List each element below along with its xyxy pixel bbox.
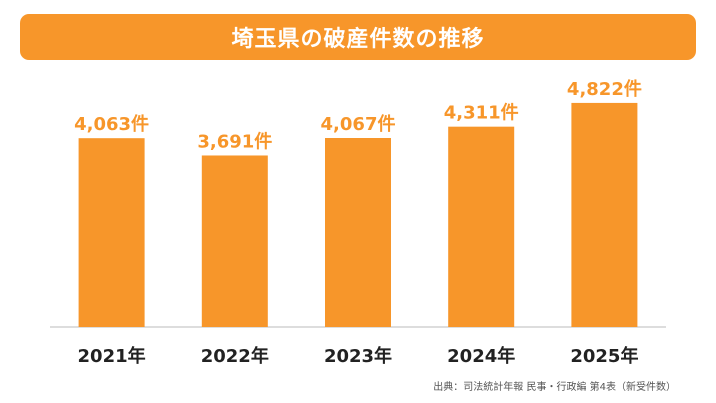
value-label-5: 4,822件	[567, 78, 642, 100]
value-label-3: 4,067件	[321, 113, 396, 135]
category-label-4: 2024年	[447, 345, 515, 367]
value-label-4: 4,311件	[444, 102, 519, 124]
value-label-1: 4,063件	[74, 113, 149, 135]
category-label-2: 2022年	[201, 345, 269, 367]
bar-4	[448, 126, 515, 328]
category-label-5: 2025年	[570, 345, 638, 367]
bar-5	[571, 102, 638, 327]
chart-title-bar: 埼玉県の破産件数の推移	[20, 14, 696, 60]
category-label-3: 2023年	[324, 345, 392, 367]
chart-title: 埼玉県の破産件数の推移	[231, 27, 485, 52]
bar-2	[201, 155, 268, 327]
bar-3	[325, 138, 391, 327]
value-label-2: 3,691件	[197, 130, 272, 152]
bar-1	[78, 138, 145, 327]
category-label-1: 2021年	[78, 345, 146, 367]
source-note: 出典：司法統計年報 民事・行政編 第4表（新受件数）	[433, 382, 676, 393]
